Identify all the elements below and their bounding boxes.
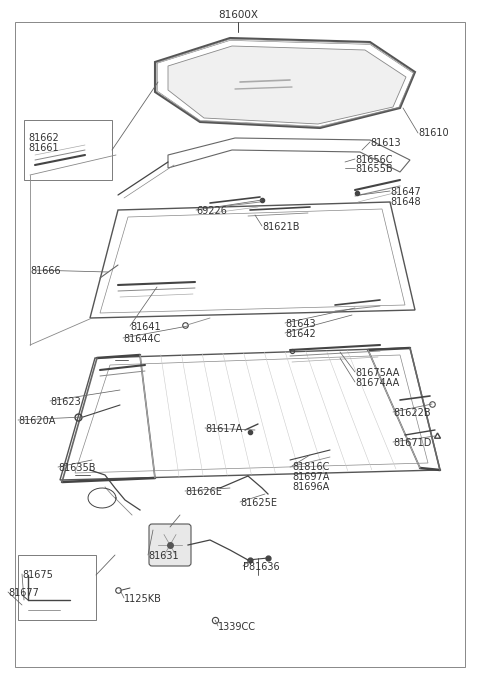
Text: 81643: 81643 (285, 319, 316, 329)
Text: 81642: 81642 (285, 329, 316, 339)
Text: 81625E: 81625E (240, 498, 277, 508)
Text: P81636: P81636 (243, 562, 280, 572)
Bar (18, 555, 96, 620)
Text: 81677: 81677 (8, 588, 39, 598)
Text: 81661: 81661 (28, 143, 59, 153)
Text: 81696A: 81696A (292, 482, 329, 492)
Text: 81641: 81641 (130, 322, 161, 332)
Text: 81600X: 81600X (218, 10, 258, 20)
Text: 81626E: 81626E (185, 487, 222, 497)
Text: 81655B: 81655B (355, 164, 393, 174)
Text: 81617A: 81617A (205, 424, 242, 434)
Text: 81613: 81613 (370, 138, 401, 148)
Text: 81647: 81647 (390, 187, 421, 197)
Text: 81666: 81666 (30, 266, 60, 276)
Text: 81610: 81610 (418, 128, 449, 138)
Text: 81635B: 81635B (58, 463, 96, 473)
Text: 81623: 81623 (50, 397, 81, 407)
Text: 81671D: 81671D (393, 438, 432, 448)
Text: 81621B: 81621B (262, 222, 300, 232)
Text: 81675AA: 81675AA (355, 368, 399, 378)
Text: 81644C: 81644C (123, 334, 160, 344)
Text: 81816C: 81816C (292, 462, 329, 472)
Text: 81656C: 81656C (355, 155, 393, 165)
Text: 81631: 81631 (148, 551, 179, 561)
Text: 81675: 81675 (22, 570, 53, 580)
Text: 1125KB: 1125KB (124, 594, 162, 604)
FancyBboxPatch shape (149, 524, 191, 566)
Text: 81662: 81662 (28, 133, 59, 143)
Text: 81674AA: 81674AA (355, 378, 399, 388)
Bar (24, 120, 112, 180)
Text: 81622B: 81622B (393, 408, 431, 418)
Text: 81648: 81648 (390, 197, 420, 207)
Text: 81697A: 81697A (292, 472, 329, 482)
Text: 81620A: 81620A (18, 416, 55, 426)
Text: 69226: 69226 (196, 206, 227, 216)
Text: 1339CC: 1339CC (218, 622, 256, 632)
Polygon shape (168, 46, 406, 124)
